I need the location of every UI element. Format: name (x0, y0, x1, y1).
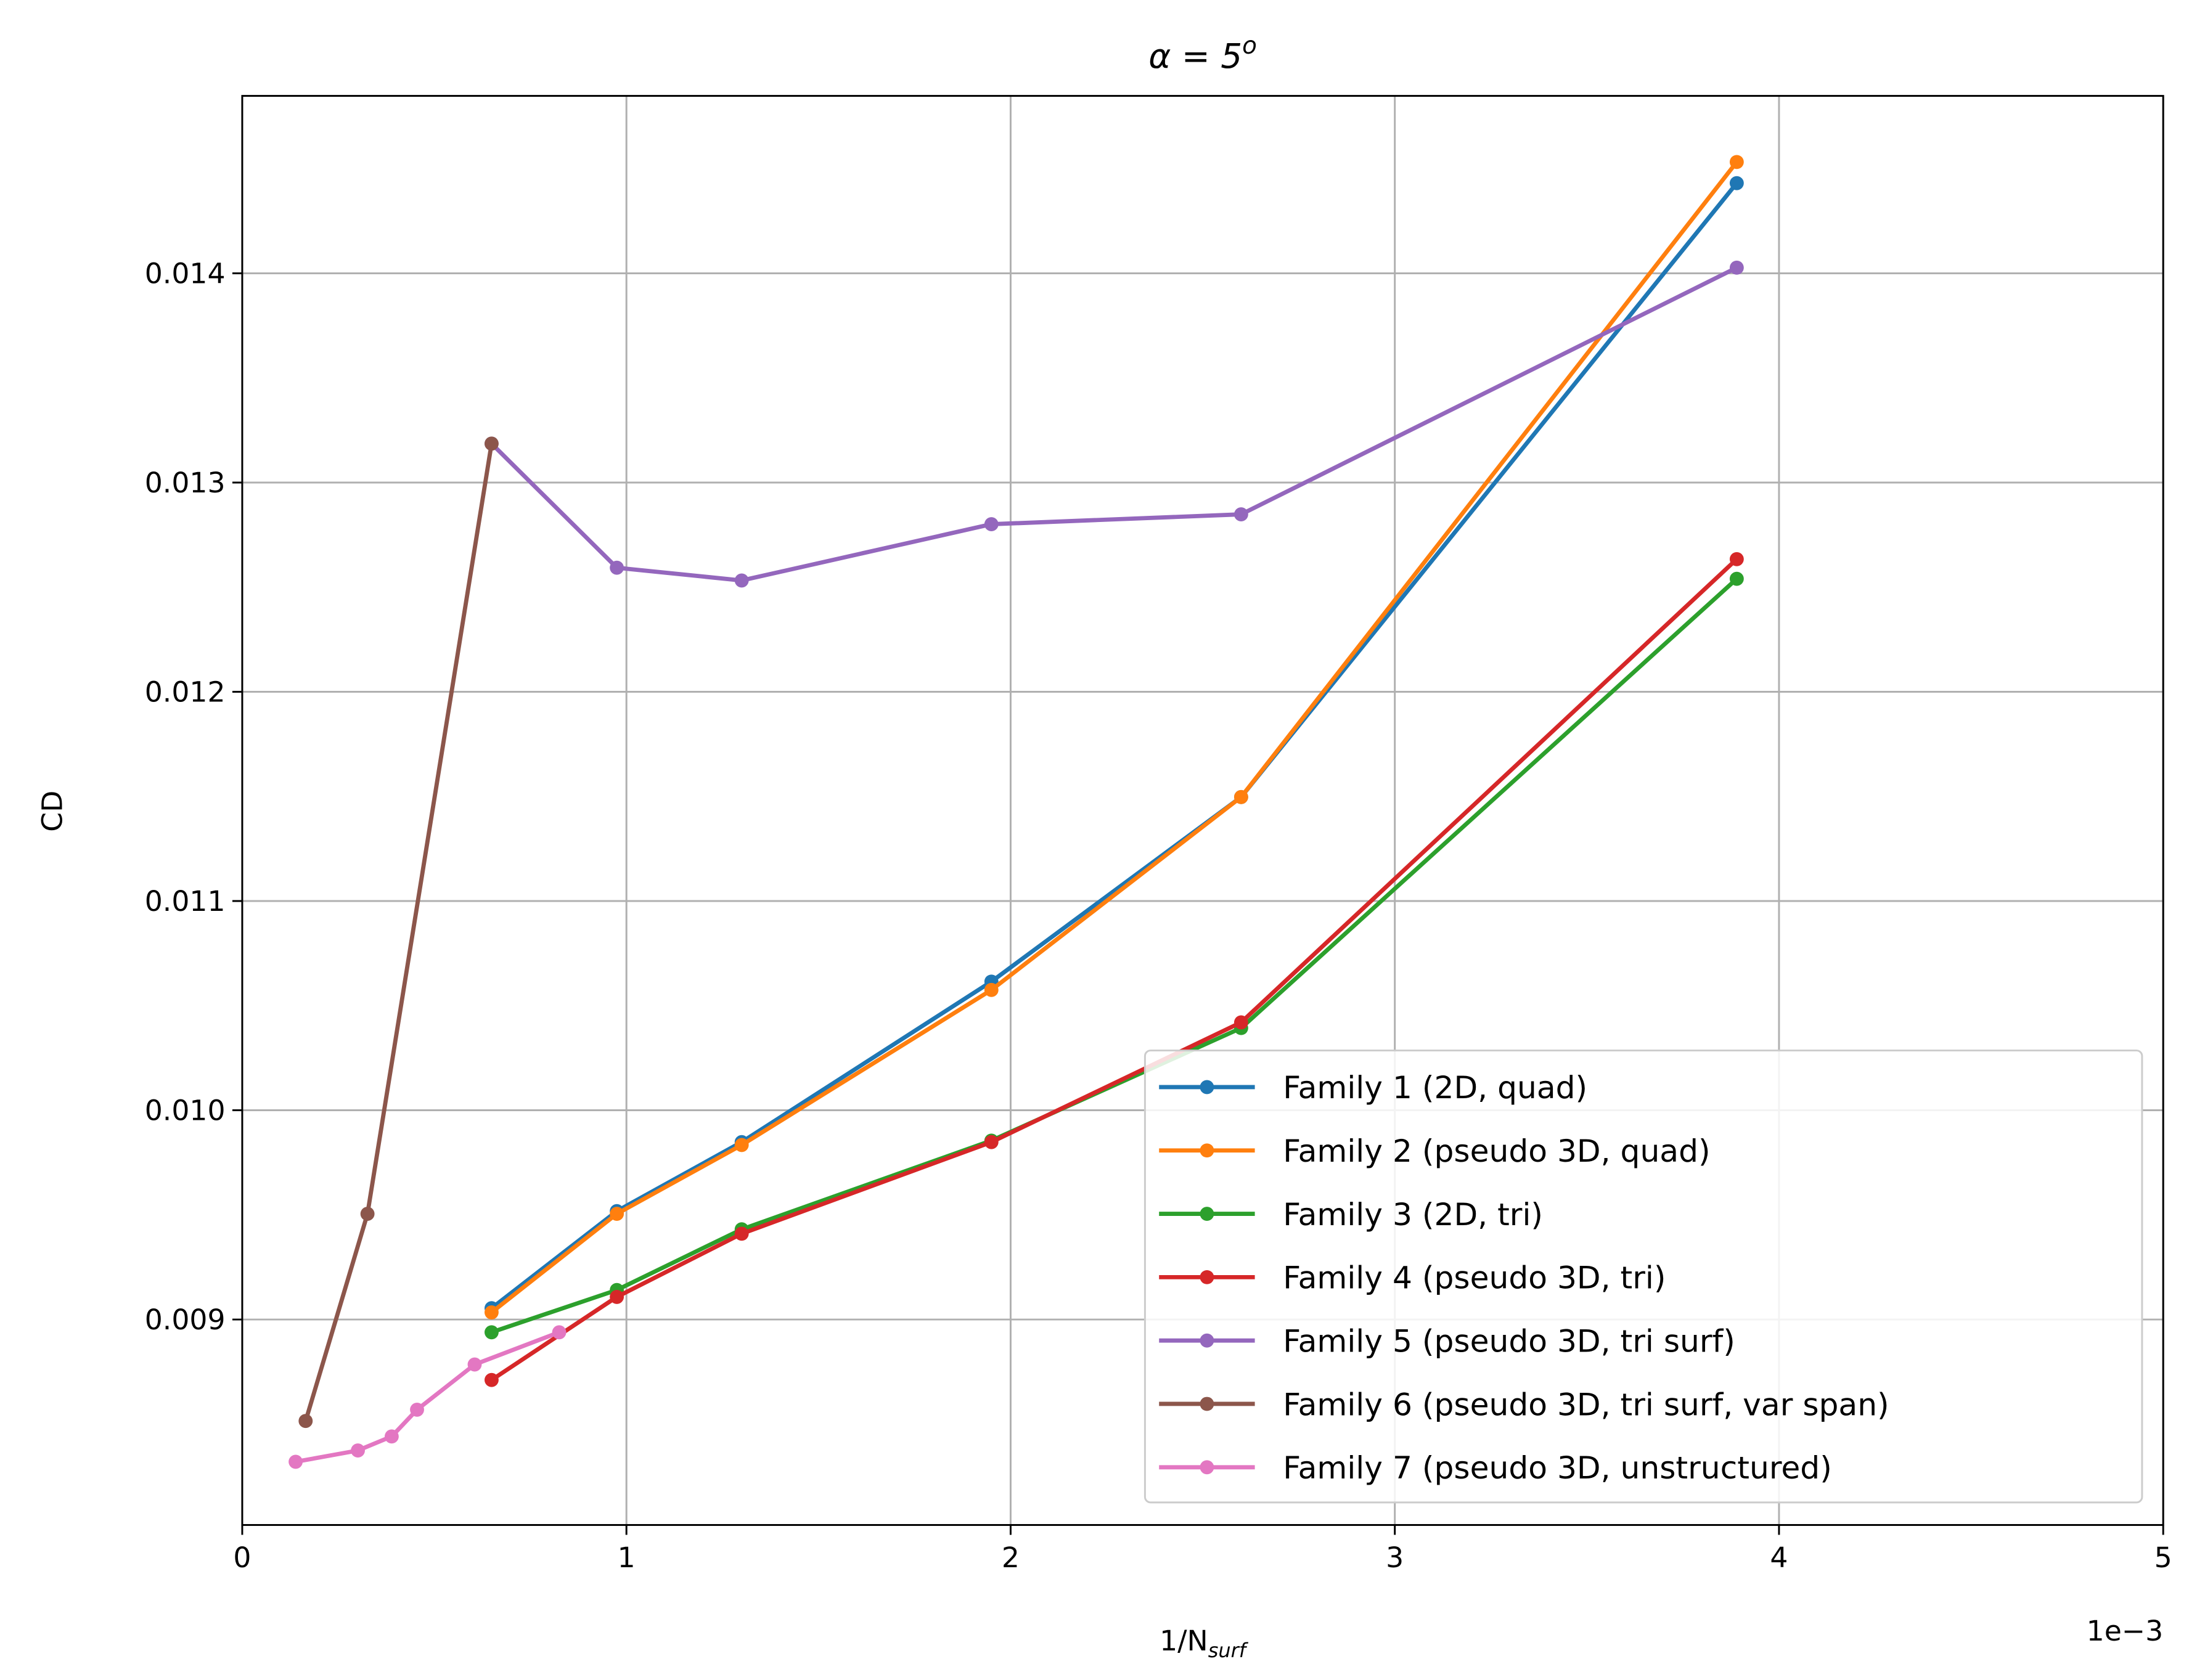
data-point (610, 560, 624, 575)
y-tick-label: 0.011 (145, 885, 226, 918)
legend-label: Family 7 (pseudo 3D, unstructured) (1283, 1450, 1832, 1486)
series-line (295, 1330, 560, 1464)
legend-label: Family 2 (pseudo 3D, quad) (1283, 1133, 1710, 1169)
x-tick-label: 0 (233, 1541, 251, 1574)
series-6 (298, 436, 499, 1429)
data-point (1729, 260, 1744, 275)
data-point (984, 1135, 999, 1149)
legend-marker (1200, 1460, 1214, 1475)
legend-label: Family 5 (pseudo 3D, tri surf) (1283, 1323, 1735, 1359)
series-line (490, 160, 1739, 1315)
series-group (288, 155, 1744, 1469)
data-point (467, 1357, 482, 1372)
data-point (1729, 571, 1744, 586)
data-point (984, 517, 999, 531)
y-tick-label: 0.014 (145, 257, 226, 290)
legend-marker (1200, 1080, 1214, 1095)
data-point (288, 1454, 303, 1469)
data-point (485, 1305, 499, 1319)
data-point (1234, 507, 1248, 522)
legend-marker (1200, 1207, 1214, 1221)
y-tick-label: 0.013 (145, 467, 226, 499)
series-line (490, 266, 1738, 583)
legend-marker (1200, 1333, 1214, 1348)
y-axis-label: CD (36, 791, 69, 832)
y-tick-label: 0.009 (145, 1303, 226, 1336)
legend-label: Family 6 (pseudo 3D, tri surf, var span) (1283, 1386, 1889, 1422)
series-2 (485, 155, 1744, 1319)
series-line (490, 182, 1739, 1310)
data-point (552, 1325, 567, 1340)
legend-box (1144, 1050, 2143, 1504)
data-point (360, 1207, 375, 1221)
series-7 (288, 1325, 567, 1469)
data-point (610, 1289, 624, 1304)
x-tick-label: 4 (1770, 1541, 1788, 1574)
x-tick-label: 3 (1386, 1541, 1404, 1574)
y-tick-label: 0.012 (145, 676, 226, 709)
series-line (490, 557, 1738, 1382)
data-point (1234, 1015, 1248, 1030)
series-5 (485, 260, 1744, 588)
data-point (734, 573, 749, 588)
data-point (734, 1138, 749, 1152)
x-offset-label: 1e−3 (2087, 1615, 2164, 1647)
legend-label: Family 3 (2D, tri) (1283, 1196, 1543, 1233)
series-line (491, 577, 1738, 1335)
legend-marker (1200, 1270, 1214, 1284)
series-4 (485, 552, 1744, 1387)
legend: Family 1 (2D, quad) Family 2 (pseudo 3D, … (1144, 1050, 2143, 1504)
data-point (1729, 552, 1744, 566)
data-point (1234, 789, 1248, 804)
x-axis-label: 1/Nsurf (1160, 1625, 1249, 1662)
legend-marker (1200, 1397, 1214, 1411)
data-point (410, 1402, 424, 1417)
series-line (303, 443, 494, 1422)
plot-frame (241, 95, 2164, 1526)
data-point (610, 1207, 624, 1221)
data-point (1729, 176, 1744, 190)
data-point (298, 1414, 313, 1429)
legend-label: Family 4 (pseudo 3D, tri) (1283, 1260, 1666, 1296)
data-point (485, 1325, 499, 1340)
data-point (485, 1372, 499, 1387)
data-point (984, 982, 999, 997)
data-point (351, 1443, 365, 1458)
y-tick-label: 0.010 (145, 1095, 226, 1127)
x-tick-label: 1 (618, 1541, 636, 1574)
x-tick-label: 5 (2154, 1541, 2172, 1574)
legend-marker (1200, 1143, 1214, 1158)
data-point (384, 1429, 399, 1444)
data-point (1729, 155, 1744, 169)
chart-title: α = 5o (1148, 32, 1257, 76)
x-tick-label: 2 (1002, 1541, 1020, 1574)
data-point (485, 436, 499, 451)
legend-label: Family 1 (2D, quad) (1283, 1069, 1587, 1106)
ticks: 0 1 2 3 4 5 0.009 0.010 0.011 0.012 0.013 0.014 (145, 257, 2172, 1574)
data-point (734, 1226, 749, 1241)
